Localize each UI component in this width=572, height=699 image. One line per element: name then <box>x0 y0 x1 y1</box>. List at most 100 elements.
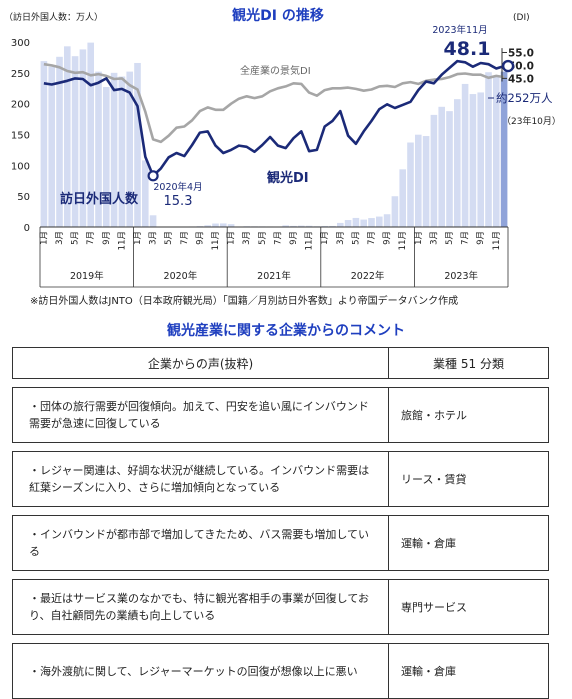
visitor-bar <box>462 84 469 227</box>
left-axis-label: （訪日外国人数：万人） <box>4 11 103 23</box>
left-tick-label: 100 <box>11 161 30 172</box>
month-tick-label: 5月 <box>351 231 361 245</box>
month-tick-label: 9月 <box>383 231 393 245</box>
section-title: 観光産業に関する企業からのコメント <box>0 320 572 340</box>
month-tick-label: 1月 <box>414 231 424 245</box>
tourism-di-chart: 観光DI の推移 （訪日外国人数：万人） (DI) 05010015020025… <box>0 0 572 300</box>
series-label-all-industry: 全産業の景気DI <box>240 64 311 77</box>
month-tick-label: 9月 <box>476 231 486 245</box>
month-tick-label: 11月 <box>117 231 127 250</box>
visitor-bar <box>48 67 55 227</box>
month-tick-label: 1月 <box>227 231 237 245</box>
table-row: ・海外渡航に関して、レジャーマーケットの回復が想像以上に悪い 運輸・倉庫 <box>13 644 549 699</box>
month-tick-label: 7月 <box>461 231 471 245</box>
month-tick-label: 9月 <box>289 231 299 245</box>
visitor-bar <box>360 220 367 227</box>
right-tick-label: 55.0 <box>508 47 534 59</box>
month-tick-label: 11月 <box>492 231 502 250</box>
right-tick-label: 45.0 <box>508 73 534 85</box>
month-tick-label: 11月 <box>305 231 315 250</box>
visitor-bar <box>376 217 383 227</box>
series-label-tourism: 観光DI <box>266 170 309 186</box>
table-spacer <box>13 635 549 644</box>
year-label: 2019年 <box>70 270 104 282</box>
comment-category: 旅館・ホテル <box>389 388 549 443</box>
visitor-bar <box>212 224 219 227</box>
visitor-bar <box>423 136 430 227</box>
year-label: 2022年 <box>351 270 385 282</box>
month-tick-label: 5月 <box>258 231 268 245</box>
visitor-bar <box>41 61 48 227</box>
last-date-label: 2023年11月 <box>432 24 487 36</box>
comment-voice: ・最近はサービス業のなかでも、特に観光客相手の事業が回復しており、自社顧問先の業… <box>13 580 389 635</box>
comment-voice: ・海外渡航に関して、レジャーマーケットの回復が想像以上に悪い <box>13 644 389 699</box>
month-tick-label: 1月 <box>39 231 49 245</box>
comment-category: 運輸・倉庫 <box>389 644 549 699</box>
left-tick-label: 0 <box>24 223 30 234</box>
month-tick-label: 5月 <box>445 231 455 245</box>
table-spacer <box>13 379 549 388</box>
visitor-bar <box>142 160 149 227</box>
visitor-bar <box>368 218 375 227</box>
table-spacer <box>13 507 549 516</box>
series-label-visitors: 訪日外国人数 <box>60 191 139 207</box>
visitor-bar <box>431 115 438 227</box>
left-tick-label: 200 <box>11 100 30 111</box>
right-axis-label: (DI) <box>513 13 530 23</box>
visitor-bar <box>470 94 477 227</box>
left-tick-label: 300 <box>11 38 30 49</box>
table-spacer <box>13 443 549 452</box>
min-date-label: 2020年4月 <box>153 181 202 193</box>
month-tick-label: 11月 <box>211 231 221 250</box>
month-tick-label: 3月 <box>149 231 159 245</box>
month-tick-label: 7月 <box>180 231 190 245</box>
month-tick-label: 5月 <box>164 231 174 245</box>
left-tick-label: 50 <box>17 192 30 203</box>
min-point-marker <box>149 171 158 180</box>
footnote: ※訪日外国人数はJNTO（日本政府観光局）「国籍／月別訪日外客数」より帝国データ… <box>30 292 458 307</box>
year-label: 2021年 <box>257 270 291 282</box>
visitor-bar <box>150 215 157 227</box>
visitor-bar <box>438 107 445 227</box>
visitor-bar <box>384 214 391 227</box>
visitor-bar <box>446 111 453 227</box>
month-tick-label: 3月 <box>242 231 252 245</box>
month-tick-label: 11月 <box>398 231 408 250</box>
comment-category: 運輸・倉庫 <box>389 516 549 571</box>
visitor-date-label: （23年10月） <box>502 115 561 127</box>
month-tick-label: 1月 <box>133 231 143 245</box>
month-tick-label: 1月 <box>320 231 330 245</box>
month-tick-label: 7月 <box>367 231 377 245</box>
visitor-bar <box>337 223 344 227</box>
visitor-bar <box>477 92 484 227</box>
table-row: ・インバウンドが都市部で増加してきたため、バス需要も増加している 運輸・倉庫 <box>13 516 549 571</box>
month-tick-label: 5月 <box>71 231 81 245</box>
visitor-bar <box>220 223 227 227</box>
visitor-bar <box>345 220 352 227</box>
year-label: 2020年 <box>164 270 198 282</box>
header-voice: 企業からの声(抜粋) <box>13 348 389 379</box>
visitor-bar <box>353 218 360 227</box>
table-header-row: 企業からの声(抜粋) 業種 51 分類 <box>13 348 549 379</box>
last-value-label: 48.1 <box>444 38 491 60</box>
visitor-count-label: 約252万人 <box>496 91 553 105</box>
header-category: 業種 51 分類 <box>389 348 549 379</box>
visitor-bar <box>415 135 422 227</box>
visitor-bar <box>399 169 406 227</box>
comments-table: 企業からの声(抜粋) 業種 51 分類 ・団体の旅行需要が回復傾向。加えて、円安… <box>12 347 549 699</box>
month-tick-label: 3月 <box>429 231 439 245</box>
visitor-bar <box>407 143 414 227</box>
month-tick-label: 3月 <box>55 231 65 245</box>
month-tick-label: 9月 <box>195 231 205 245</box>
table-row: ・団体の旅行需要が回復傾向。加えて、円安を追い風にインバウンド需要が急速に回復し… <box>13 388 549 443</box>
year-label: 2023年 <box>444 270 478 282</box>
left-tick-label: 250 <box>11 69 30 80</box>
month-tick-label: 7月 <box>273 231 283 245</box>
month-tick-label: 7月 <box>86 231 96 245</box>
table-row: ・最近はサービス業のなかでも、特に観光客相手の事業が回復しており、自社顧問先の業… <box>13 580 549 635</box>
comment-voice: ・団体の旅行需要が回復傾向。加えて、円安を追い風にインバウンド需要が急速に回復し… <box>13 388 389 443</box>
min-value-label: 15.3 <box>164 194 193 209</box>
comment-voice: ・インバウンドが都市部で増加してきたため、バス需要も増加している <box>13 516 389 571</box>
visitor-bar <box>454 99 461 227</box>
visitor-bar <box>392 196 399 227</box>
